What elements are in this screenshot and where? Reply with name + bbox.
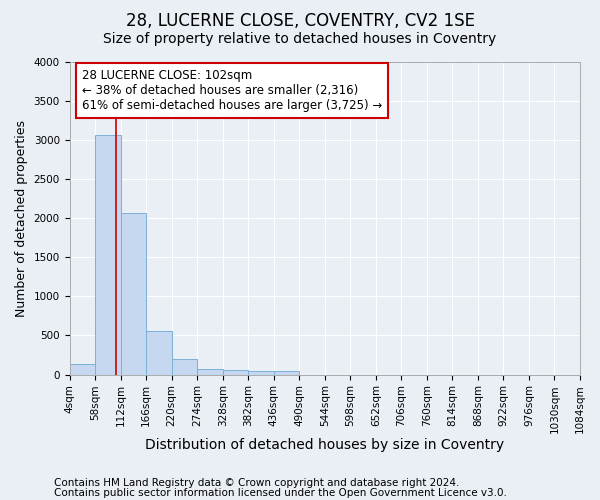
Bar <box>248 372 274 374</box>
Bar <box>146 331 172 374</box>
Bar <box>95 135 121 374</box>
Text: Contains HM Land Registry data © Crown copyright and database right 2024.: Contains HM Land Registry data © Crown c… <box>54 478 460 488</box>
Bar <box>223 370 248 374</box>
Bar <box>121 214 146 374</box>
Text: Size of property relative to detached houses in Coventry: Size of property relative to detached ho… <box>103 32 497 46</box>
Text: 28, LUCERNE CLOSE, COVENTRY, CV2 1SE: 28, LUCERNE CLOSE, COVENTRY, CV2 1SE <box>125 12 475 30</box>
Bar <box>274 372 299 374</box>
Bar <box>197 368 223 374</box>
Y-axis label: Number of detached properties: Number of detached properties <box>15 120 28 316</box>
Text: Contains public sector information licensed under the Open Government Licence v3: Contains public sector information licen… <box>54 488 507 498</box>
Text: 28 LUCERNE CLOSE: 102sqm
← 38% of detached houses are smaller (2,316)
61% of sem: 28 LUCERNE CLOSE: 102sqm ← 38% of detach… <box>82 70 383 112</box>
Bar <box>172 360 197 374</box>
Bar <box>70 364 95 374</box>
X-axis label: Distribution of detached houses by size in Coventry: Distribution of detached houses by size … <box>145 438 505 452</box>
